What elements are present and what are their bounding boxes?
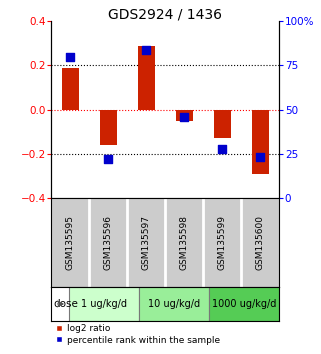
Point [220, 146, 225, 152]
Text: 1000 ug/kg/d: 1000 ug/kg/d [212, 299, 276, 309]
Title: GDS2924 / 1436: GDS2924 / 1436 [108, 7, 222, 21]
Bar [100, 110, 117, 145]
Point [182, 114, 187, 120]
Legend: log2 ratio, percentile rank within the sample: log2 ratio, percentile rank within the s… [56, 324, 220, 344]
Text: GSM135597: GSM135597 [142, 215, 151, 270]
Bar [62, 68, 79, 110]
Text: GSM135595: GSM135595 [66, 215, 75, 270]
Text: GSM135600: GSM135600 [256, 215, 265, 270]
Text: 1 ug/kg/d: 1 ug/kg/d [81, 299, 127, 309]
Bar [69, 286, 139, 321]
Text: GSM135599: GSM135599 [218, 215, 227, 270]
Bar [139, 286, 209, 321]
Text: 10 ug/kg/d: 10 ug/kg/d [148, 299, 200, 309]
Point [258, 155, 263, 160]
Point [68, 54, 73, 59]
Point [106, 156, 111, 162]
Text: GSM135598: GSM135598 [180, 215, 189, 270]
Bar [138, 46, 155, 110]
Bar [214, 110, 231, 138]
Bar [176, 110, 193, 121]
Text: GSM135596: GSM135596 [104, 215, 113, 270]
Bar [252, 110, 269, 174]
Bar [209, 286, 279, 321]
Text: dose: dose [53, 299, 78, 309]
Point [144, 47, 149, 52]
